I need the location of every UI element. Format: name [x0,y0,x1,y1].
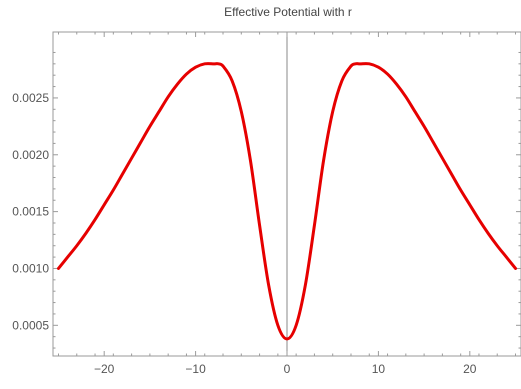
curve-point [258,224,261,227]
curve-point [176,83,179,86]
curve-point [404,95,407,98]
curve-point [66,256,69,259]
x-tick-label: −20 [94,362,115,376]
curve-point [368,62,371,65]
y-tick-label: 0.0015 [12,205,49,219]
curve-point [167,95,170,98]
curve-point [94,218,97,221]
curve-point [194,66,197,69]
curve-point [295,324,298,327]
curve-point [359,62,362,65]
curve-point [130,157,133,160]
curve-point [313,224,316,227]
curve-point [432,141,435,144]
curve-point [505,256,508,259]
y-tick-label: 0.0005 [12,318,49,332]
curve-point [222,65,225,68]
potential-curve-line [56,62,518,341]
curve-point [57,267,60,270]
x-tick-label: 20 [463,362,477,376]
curve-point [276,324,279,327]
curve-point [322,159,325,162]
curve-point [496,244,499,247]
curve-point [112,189,115,192]
curve-point [468,203,471,206]
curve-point [75,244,78,247]
curve-point [212,62,215,65]
curve-point [340,79,343,82]
curve-point [354,62,357,65]
x-tick-label: −10 [185,362,206,376]
curve-point [158,110,161,113]
chart-title: Effective Potential with r [224,5,352,19]
curve-point [240,110,243,113]
curve-point [331,110,334,113]
curve-point [203,62,206,65]
y-tick-label: 0.0020 [12,148,49,162]
curve-point [349,65,352,68]
curve-point [395,83,398,86]
curve-point [413,110,416,113]
y-tick-label: 0.0025 [12,91,49,105]
x-tick-label: 0 [284,362,291,376]
x-tick-label: 10 [372,362,386,376]
tick-marks [53,32,521,356]
curve-point [386,73,389,76]
curve-point [148,125,151,128]
curve-point [231,79,234,82]
curve-point [267,284,270,287]
curve-point [477,218,480,221]
curve-point [217,62,220,65]
y-tick-label: 0.0010 [12,261,49,275]
curve-point [459,189,462,192]
curve-point [450,173,453,176]
curve-point [423,125,426,128]
curve-point [304,284,307,287]
curve-point [487,232,490,235]
curve-point [103,203,106,206]
curve-point [185,73,188,76]
curve-point [249,159,252,162]
curve-point [139,141,142,144]
curve-point [514,267,517,270]
curve-point [286,337,289,340]
curve-point [84,232,87,235]
curve-point [377,66,380,69]
curve-point [441,157,444,160]
x-tick-labels: −20 −10 0 10 20 [94,362,477,376]
y-tick-labels: 0.0005 0.0010 0.0015 0.0020 0.0025 [12,91,49,332]
curve-point [121,173,124,176]
